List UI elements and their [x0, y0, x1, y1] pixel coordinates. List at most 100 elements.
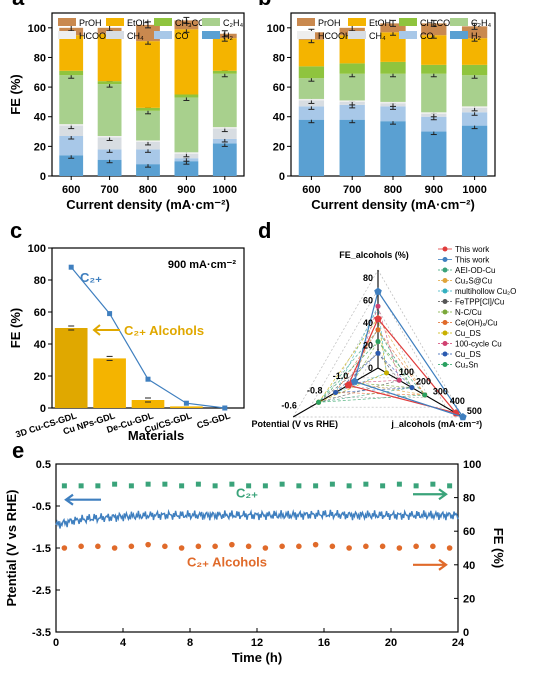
- c2-marker: [346, 483, 352, 489]
- comparison-marker: [409, 385, 415, 391]
- legend-swatch: [399, 31, 417, 39]
- bar: [170, 406, 203, 408]
- legend-swatch: [348, 18, 366, 26]
- comparison-polygon: [317, 317, 387, 404]
- comparison-polygon: [334, 352, 413, 393]
- bar-segment: [461, 106, 488, 108]
- bar-segment: [212, 127, 237, 129]
- bar-segment: [298, 39, 325, 67]
- potential-axis-label: Potential (V vs RHE): [251, 419, 338, 429]
- fe-tick-label: 0: [368, 363, 373, 373]
- y2-tick-label: 100: [463, 459, 481, 471]
- y-tick-label: 20: [34, 371, 46, 383]
- x-tick-label: 20: [385, 637, 397, 649]
- c2-marker: [222, 405, 228, 411]
- legend-label: This work: [455, 245, 490, 254]
- alcohols-marker: [312, 541, 319, 548]
- alcohols-marker: [396, 545, 403, 551]
- c2-marker: [128, 483, 134, 489]
- legend-marker: [442, 362, 448, 367]
- legend-swatch: [106, 18, 124, 26]
- alcohols-marker: [162, 543, 168, 550]
- x-tick-label: 800: [139, 184, 157, 196]
- alcohols-label: C₂₊ Alcohols: [124, 323, 204, 338]
- this-work-polygon: [347, 317, 458, 415]
- bar: [54, 328, 88, 408]
- legend-label: PrOH: [318, 18, 341, 28]
- y-tick-label: 40: [34, 112, 46, 124]
- bar-segment: [339, 35, 365, 64]
- legend-marker: [442, 320, 448, 325]
- fe-tick-label: 80: [363, 273, 373, 283]
- x-tick-label: 0: [53, 637, 59, 649]
- legend-label: CH₃COOH: [175, 18, 219, 28]
- y-tick-label: -0.5: [32, 501, 51, 513]
- c2-marker: [246, 483, 252, 489]
- y-tick-label: 40: [34, 339, 46, 351]
- bar-segment: [136, 110, 160, 141]
- radar-grid: [326, 308, 430, 398]
- bar-segment: [59, 75, 84, 125]
- legend-label: CO: [175, 31, 189, 41]
- x-tick-label: 24: [452, 637, 465, 649]
- x-tick-label: 1000: [213, 184, 237, 196]
- c2-marker: [179, 483, 185, 489]
- c2-marker: [229, 481, 235, 487]
- legend-swatch: [202, 18, 220, 26]
- comparison-marker: [375, 350, 381, 356]
- y-tick-label: 40: [273, 112, 285, 124]
- bar-segment: [97, 33, 122, 82]
- this-work-marker: [344, 381, 353, 389]
- j-axis-label: j_alcohols (mA·cm⁻²): [390, 419, 482, 429]
- this-work-marker: [459, 413, 467, 421]
- bar-segment: [174, 152, 199, 154]
- this-work-marker: [374, 315, 382, 323]
- legend-label: This work: [455, 256, 490, 265]
- c2-marker: [262, 483, 268, 489]
- y-tick-label: -3.5: [32, 627, 51, 639]
- comparison-polygon: [351, 340, 413, 389]
- bar-segment: [421, 35, 447, 65]
- y-tick-label: 20: [273, 141, 285, 153]
- x-axis-label: Current density (mA·cm⁻²): [311, 197, 475, 212]
- legend-label: CO: [420, 31, 434, 41]
- y2-tick-label: 0: [463, 627, 469, 639]
- legend-label: H₂: [223, 31, 233, 41]
- alcohols-marker: [128, 543, 135, 550]
- c2-marker: [396, 481, 402, 487]
- bar-segment: [298, 78, 325, 99]
- bar-segment: [97, 81, 122, 85]
- bar-segment: [59, 155, 84, 176]
- bar-segment: [59, 70, 84, 76]
- bar-segment: [174, 20, 199, 30]
- y2-tick-label: 20: [463, 593, 475, 605]
- c2-marker: [363, 481, 369, 487]
- legend-swatch: [154, 18, 172, 26]
- bar-segment: [461, 112, 488, 126]
- bar-segment: [212, 38, 237, 71]
- comparison-polygon: [317, 341, 426, 403]
- legend-label: HCOOH: [79, 31, 113, 41]
- bar-segment: [461, 125, 488, 176]
- legend-swatch: [450, 18, 468, 26]
- bar-segment: [97, 159, 122, 176]
- bar-segment: [212, 73, 237, 128]
- arrow-icon: [92, 324, 120, 336]
- x-axis-label: Time (h): [232, 650, 282, 665]
- alcohols-marker: [145, 541, 151, 548]
- alcohols-marker: [446, 545, 453, 551]
- bar-segment: [174, 97, 199, 153]
- comparison-polygon: [334, 329, 426, 396]
- x-tick-label: 4: [120, 637, 127, 649]
- fe-tick-label: 60: [363, 295, 373, 305]
- panel-label: c: [10, 218, 22, 243]
- c2-marker: [313, 483, 319, 489]
- y-tick-label: 60: [273, 82, 285, 94]
- y-tick-label: 20: [34, 141, 46, 153]
- bar-segment: [339, 73, 365, 101]
- legend-marker: [442, 278, 448, 283]
- c2-marker: [212, 483, 218, 489]
- legend-marker: [442, 351, 448, 357]
- legend-label: CH₄: [369, 31, 386, 41]
